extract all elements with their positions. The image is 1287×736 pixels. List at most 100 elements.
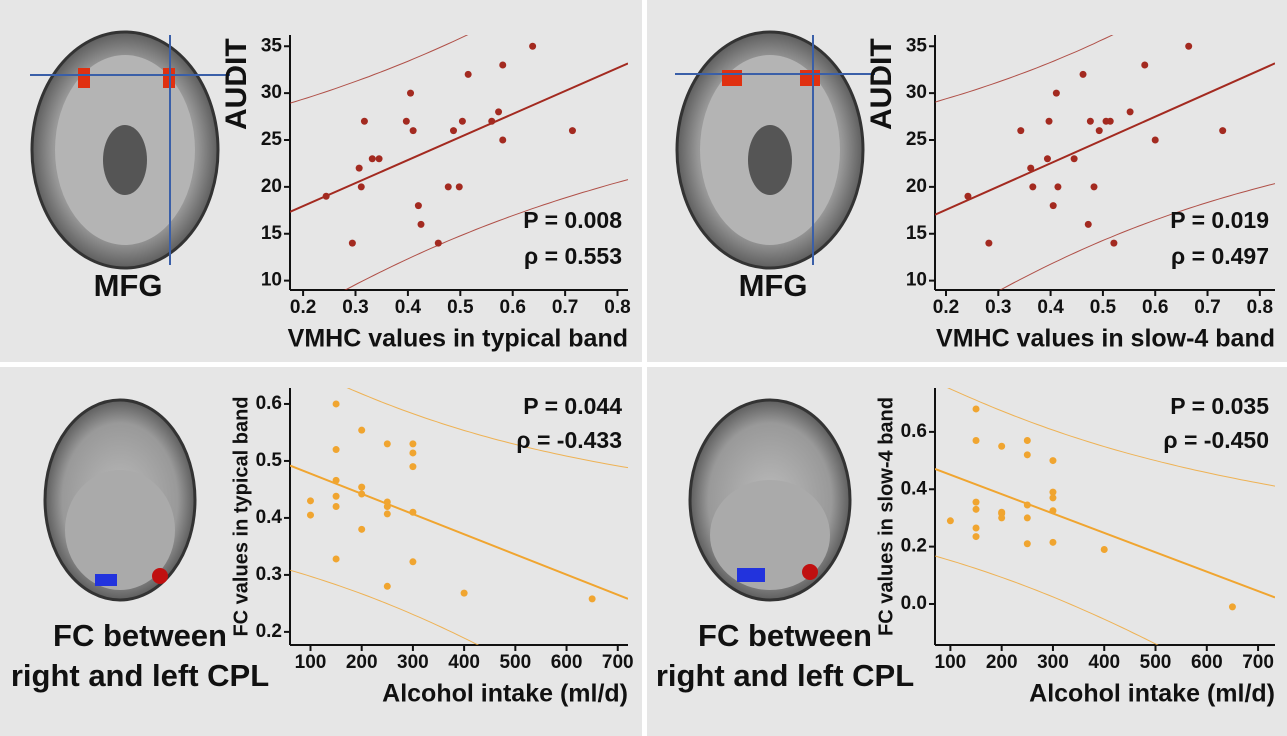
x-tick-label: 0.2: [933, 297, 959, 318]
x-tick-label: 500: [1140, 652, 1172, 673]
y-tick-label: 0.6: [901, 421, 927, 442]
point: [973, 524, 980, 531]
x-tick-label: 200: [986, 652, 1018, 673]
x-tick-label: 300: [1037, 652, 1069, 673]
brain-image: [690, 400, 850, 600]
point: [333, 477, 340, 484]
point: [1049, 494, 1056, 501]
point: [358, 484, 365, 491]
point: [1096, 127, 1103, 134]
annotation: ρ = -0.450: [1163, 427, 1269, 453]
region-label: right and left CPL: [11, 658, 269, 693]
y-axis-label: AUDIT: [865, 38, 898, 130]
point: [369, 155, 376, 162]
point: [333, 503, 340, 510]
point: [529, 43, 536, 50]
x-tick-label: 500: [499, 652, 531, 673]
point: [1024, 502, 1031, 509]
y-tick-label: 0.2: [901, 536, 927, 557]
point: [973, 533, 980, 540]
point: [985, 240, 992, 247]
point: [973, 405, 980, 412]
x-tick-label: 600: [551, 652, 583, 673]
point: [361, 118, 368, 125]
point: [499, 137, 506, 144]
point: [307, 497, 314, 504]
annotation: P = 0.019: [1170, 207, 1269, 233]
y-tick-label: 20: [261, 176, 282, 197]
x-tick-label: 700: [1242, 652, 1274, 673]
point: [1046, 118, 1053, 125]
annotation: P = 0.044: [523, 393, 622, 419]
point: [333, 446, 340, 453]
point: [1185, 43, 1192, 50]
x-tick-label: 0.5: [1090, 297, 1117, 318]
point: [450, 127, 457, 134]
y-tick-label: 10: [906, 270, 927, 291]
point: [409, 440, 416, 447]
point: [1024, 437, 1031, 444]
y-tick-label: 25: [261, 129, 283, 150]
point: [1024, 540, 1031, 547]
point: [1049, 539, 1056, 546]
point: [1027, 165, 1034, 172]
x-tick-label: 700: [602, 652, 634, 673]
region-label: FC between: [53, 618, 227, 653]
point: [1127, 108, 1134, 115]
x-tick-label: 0.4: [1037, 297, 1064, 318]
point: [1071, 155, 1078, 162]
point: [1087, 118, 1094, 125]
point: [384, 503, 391, 510]
y-tick-label: 0.2: [256, 621, 282, 642]
annotation: ρ = 0.553: [524, 243, 622, 269]
point: [456, 183, 463, 190]
y-tick-label: 30: [261, 82, 282, 103]
point: [384, 510, 391, 517]
point: [1053, 90, 1060, 97]
y-tick-label: 30: [906, 82, 927, 103]
annotation: ρ = 0.497: [1171, 243, 1269, 269]
region-label: MFG: [739, 268, 808, 303]
point: [323, 193, 330, 200]
y-tick-label: 15: [906, 223, 928, 244]
x-tick-label: 100: [935, 652, 967, 673]
y-tick-label: 0.6: [256, 393, 282, 414]
y-tick-label: 0.4: [901, 478, 928, 499]
figure: 1015202530350.20.30.40.50.60.70.8VMHC va…: [0, 0, 1287, 736]
point: [333, 493, 340, 500]
point: [459, 118, 466, 125]
x-tick-label: 600: [1191, 652, 1223, 673]
x-tick-label: 400: [1088, 652, 1120, 673]
point: [973, 437, 980, 444]
y-tick-label: 0.3: [256, 564, 282, 585]
point: [1029, 183, 1036, 190]
x-tick-label: 0.7: [1194, 297, 1220, 318]
point: [947, 517, 954, 524]
y-axis-label: AUDIT: [220, 38, 253, 130]
point: [461, 590, 468, 597]
point: [569, 127, 576, 134]
point: [1110, 240, 1117, 247]
annotation: P = 0.008: [523, 207, 622, 233]
point: [1024, 451, 1031, 458]
point: [499, 62, 506, 69]
point: [998, 514, 1005, 521]
x-tick-label: 300: [397, 652, 429, 673]
x-tick-label: 0.8: [604, 297, 630, 318]
x-tick-label: 0.3: [985, 297, 1011, 318]
point: [418, 221, 425, 228]
point: [495, 108, 502, 115]
point: [358, 490, 365, 497]
point: [1049, 457, 1056, 464]
region-label: right and left CPL: [656, 658, 914, 693]
y-axis-label: FC values in typical band: [230, 396, 252, 636]
y-tick-label: 0.0: [901, 593, 927, 614]
point: [973, 506, 980, 513]
point: [358, 526, 365, 533]
y-tick-label: 35: [906, 35, 928, 56]
point: [409, 449, 416, 456]
x-tick-label: 100: [295, 652, 327, 673]
point: [1017, 127, 1024, 134]
y-tick-label: 20: [906, 176, 927, 197]
y-tick-label: 35: [261, 35, 283, 56]
